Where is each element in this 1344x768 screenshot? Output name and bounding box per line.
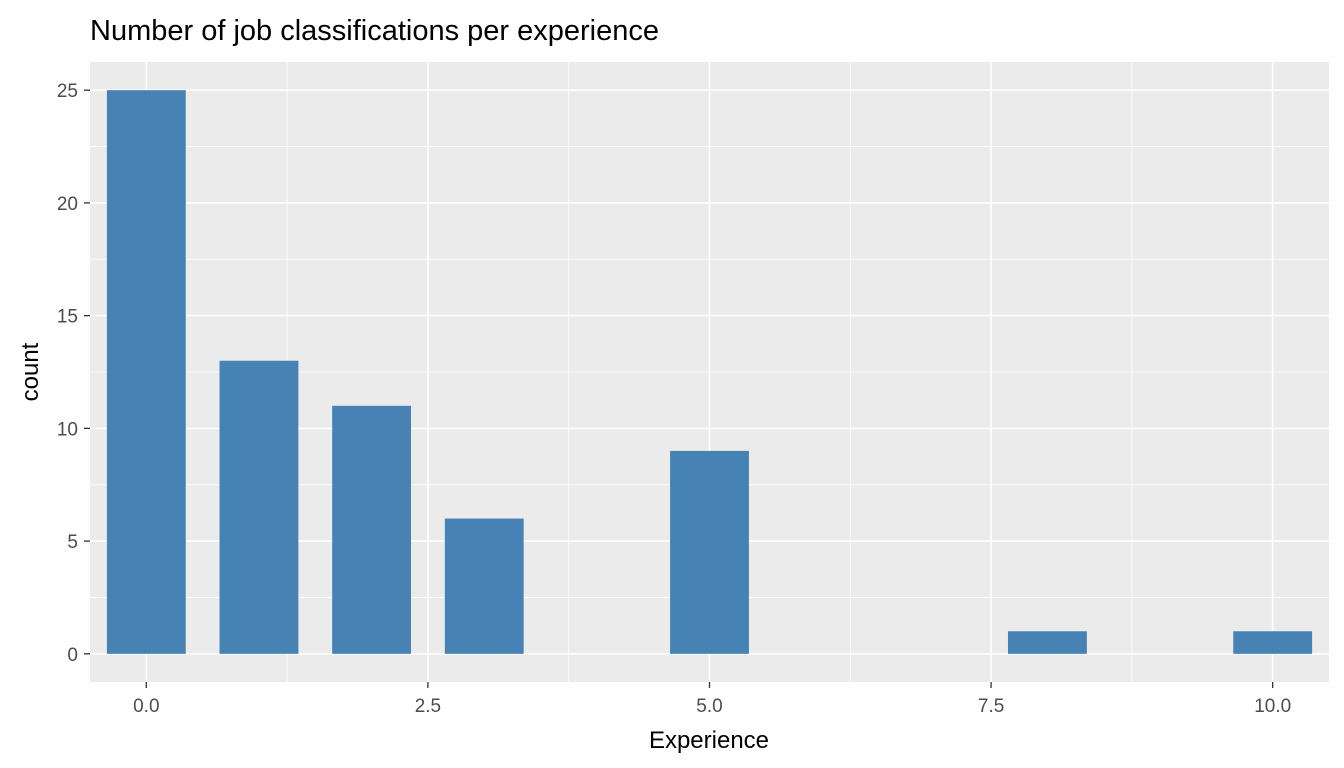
bar-x-8 (1007, 631, 1087, 654)
y-tick-label: 5 (67, 532, 78, 553)
y-tick-label: 10 (57, 419, 78, 440)
bars-group (106, 90, 1313, 654)
y-tick-label: 0 (67, 645, 78, 666)
y-axis: 0 5 10 15 20 25 (57, 81, 90, 666)
y-tick-label: 25 (57, 81, 78, 102)
bar-x-5 (670, 450, 749, 654)
x-axis-title: Experience (649, 727, 769, 754)
x-axis: 0.0 2.5 5.0 7.5 10.0 (133, 682, 1291, 717)
bar-x-1 (219, 360, 299, 654)
x-tick-label: 5.0 (696, 696, 722, 717)
x-tick-label: 10.0 (1254, 696, 1291, 717)
x-tick-label: 2.5 (415, 696, 441, 717)
bar-x-0 (106, 90, 186, 654)
x-tick-label: 7.5 (978, 696, 1004, 717)
bar-x-10 (1233, 631, 1313, 654)
x-tick-label: 0.0 (133, 696, 159, 717)
y-tick-label: 15 (57, 307, 78, 328)
y-tick-label: 20 (57, 194, 78, 215)
bar-x-2 (332, 405, 412, 654)
chart-title: Number of job classifications per experi… (90, 15, 659, 47)
y-axis-title: count (17, 342, 44, 401)
bar-x-3 (444, 518, 524, 654)
